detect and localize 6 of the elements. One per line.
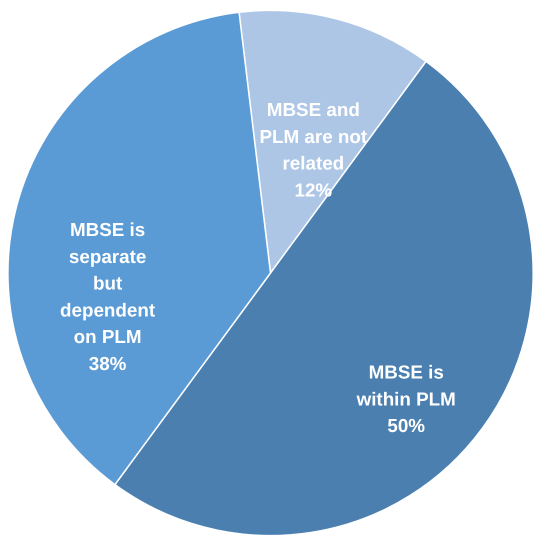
data-label: 12%	[294, 179, 332, 200]
slice-label: MBSE and PLM are not related	[259, 99, 368, 174]
data-label: 38%	[88, 352, 127, 374]
data-label: 50%	[387, 415, 426, 436]
slice-label: MBSE is within PLM	[356, 362, 456, 410]
slice-label: MBSE is separate but dependent on PLM	[60, 219, 156, 348]
